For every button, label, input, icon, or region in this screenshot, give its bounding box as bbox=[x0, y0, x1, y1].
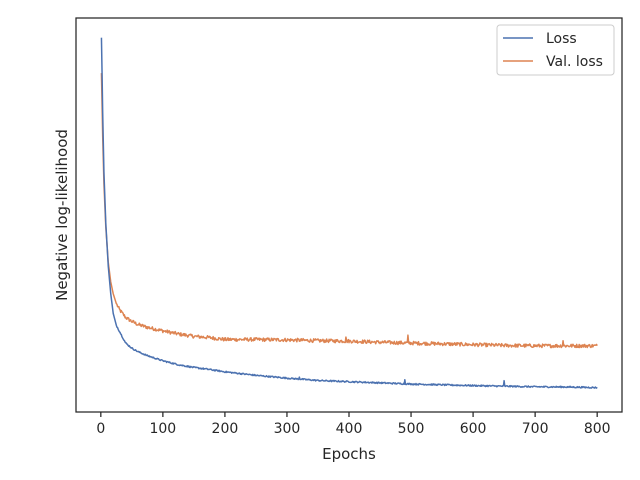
x-tick-label: 300 bbox=[274, 421, 301, 437]
x-tick-label: 700 bbox=[522, 421, 549, 437]
x-tick-label: 500 bbox=[398, 421, 425, 437]
x-tick-label: 600 bbox=[460, 421, 487, 437]
legend-label-loss: Loss bbox=[546, 31, 577, 47]
x-axis-title: Epochs bbox=[322, 445, 376, 463]
legend: Loss Val. loss bbox=[496, 24, 615, 76]
x-tick-label: 0 bbox=[96, 421, 105, 437]
x-tick-label: 100 bbox=[149, 421, 176, 437]
x-tick-label: 800 bbox=[584, 421, 611, 437]
series-layer bbox=[100, 37, 598, 389]
x-axis: 0 100 200 300 400 500 600 700 800 bbox=[96, 412, 611, 437]
plot-area bbox=[76, 18, 622, 412]
series-line-val-loss bbox=[100, 73, 598, 349]
legend-label-val-loss: Val. loss bbox=[546, 54, 603, 70]
series-line-loss bbox=[100, 37, 598, 389]
y-axis-title: Negative log-likelihood bbox=[53, 129, 71, 301]
x-tick-label: 200 bbox=[212, 421, 239, 437]
x-tick-label: 400 bbox=[336, 421, 363, 437]
